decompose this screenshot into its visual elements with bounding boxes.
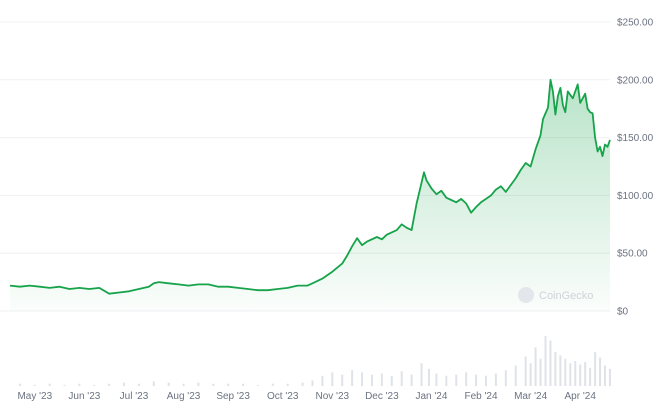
volume-bar bbox=[608, 368, 611, 386]
volume-bar bbox=[93, 384, 96, 386]
volume-bar bbox=[554, 351, 557, 386]
volume-bar bbox=[361, 372, 364, 386]
volume-bar bbox=[604, 365, 606, 386]
volume-bar bbox=[390, 375, 393, 386]
y-tick-label: $0 bbox=[617, 307, 629, 318]
volume-bar bbox=[256, 384, 259, 386]
volume-bar bbox=[311, 380, 314, 386]
coingecko-logo-icon bbox=[518, 287, 534, 303]
x-tick-label: May '23 bbox=[17, 391, 52, 402]
x-tick-label: Mar '24 bbox=[514, 391, 547, 402]
volume-bar bbox=[182, 383, 185, 386]
y-tick-label: $150.00 bbox=[617, 133, 654, 144]
x-tick-label: Dec '23 bbox=[365, 391, 399, 402]
volume-bar bbox=[594, 351, 597, 386]
watermark-text: CoinGecko bbox=[539, 290, 593, 302]
volume-bar bbox=[524, 356, 527, 386]
volume-bar bbox=[33, 384, 36, 386]
volume-bars bbox=[18, 336, 611, 386]
y-tick-label: $100.00 bbox=[617, 191, 654, 202]
volume-bar bbox=[370, 374, 373, 386]
volume-bar bbox=[559, 355, 562, 386]
volume-bar bbox=[78, 383, 81, 386]
x-tick-label: Apr '24 bbox=[565, 391, 597, 402]
x-tick-label: Sep '23 bbox=[216, 391, 250, 402]
volume-bar bbox=[321, 375, 324, 386]
x-tick-label: Feb '24 bbox=[465, 391, 498, 402]
x-tick-label: Oct '23 bbox=[267, 391, 299, 402]
volume-bar bbox=[341, 374, 344, 386]
price-area bbox=[10, 79, 610, 311]
volume-bar bbox=[494, 373, 497, 386]
volume-bar bbox=[544, 336, 547, 386]
x-tick-label: Jul '23 bbox=[120, 391, 149, 402]
volume-bar bbox=[380, 373, 383, 386]
volume-bar bbox=[539, 358, 542, 386]
volume-bar bbox=[18, 383, 21, 386]
x-axis-ticks: May '23 Jun '23 Jul '23 Aug '23 Sep '23 Oct '… bbox=[17, 391, 596, 402]
x-tick-label: Jun '23 bbox=[68, 391, 100, 402]
x-tick-label: Nov '23 bbox=[315, 391, 349, 402]
volume-bar bbox=[579, 364, 582, 386]
volume-bar bbox=[137, 383, 140, 386]
volume-bar bbox=[63, 384, 66, 386]
volume-bar bbox=[227, 383, 230, 386]
x-tick-label: Jan '24 bbox=[415, 391, 447, 402]
volume-bar bbox=[574, 361, 577, 386]
watermark: CoinGecko bbox=[518, 287, 593, 303]
volume-bar bbox=[427, 368, 430, 386]
volume-bar bbox=[599, 357, 602, 386]
volume-bar bbox=[420, 363, 423, 386]
x-tick-label: Aug '23 bbox=[167, 391, 201, 402]
volume-bar bbox=[514, 365, 517, 386]
volume-bar bbox=[564, 358, 567, 386]
volume-bar bbox=[301, 382, 304, 386]
volume-bar bbox=[167, 382, 170, 386]
volume-bar bbox=[445, 375, 448, 386]
volume-bar bbox=[286, 383, 289, 386]
volume-bar bbox=[152, 381, 155, 386]
price-line bbox=[9, 78, 611, 295]
volume-bar bbox=[589, 367, 592, 386]
volume-bar bbox=[197, 382, 200, 386]
volume-bar bbox=[504, 370, 507, 386]
volume-bar bbox=[351, 370, 354, 386]
volume-bar bbox=[212, 383, 215, 386]
volume-bar bbox=[534, 347, 537, 386]
volume-bar bbox=[569, 363, 572, 386]
volume-bar bbox=[465, 372, 468, 386]
volume-bar bbox=[242, 383, 245, 386]
volume-bar bbox=[435, 373, 438, 386]
y-tick-label: $250.00 bbox=[617, 18, 654, 29]
volume-bar bbox=[584, 362, 587, 386]
volume-bar bbox=[123, 382, 126, 386]
volume-bar bbox=[48, 383, 51, 386]
y-tick-label: $200.00 bbox=[617, 75, 654, 86]
volume-bar bbox=[529, 363, 532, 386]
volume-bar bbox=[271, 383, 274, 386]
volume-bar bbox=[485, 375, 487, 386]
volume-bar bbox=[455, 374, 458, 386]
y-axis-ticks: $0 $50.00 $100.00 $150.00 $200.00 $250.00 bbox=[617, 18, 654, 318]
volume-bar bbox=[475, 374, 478, 386]
volume-bar bbox=[410, 374, 413, 386]
volume-bar bbox=[108, 383, 111, 386]
volume-bar bbox=[331, 372, 334, 386]
volume-bar bbox=[400, 371, 403, 386]
y-tick-label: $50.00 bbox=[617, 249, 648, 260]
volume-bar bbox=[549, 340, 552, 386]
